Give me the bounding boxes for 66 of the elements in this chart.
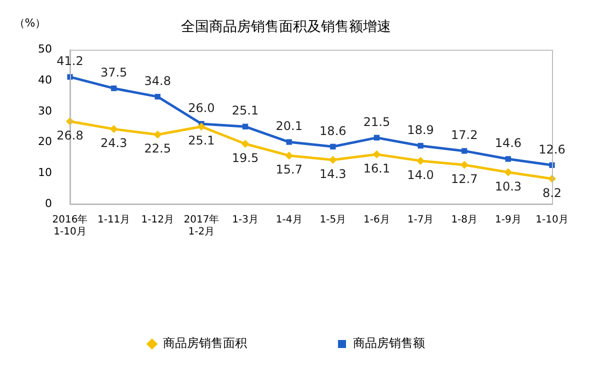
data-label: 19.5 [232, 150, 259, 165]
point [110, 125, 118, 134]
point [505, 156, 512, 162]
y-tick-label: 30 [38, 104, 52, 118]
x-tick-label: 1-8月 [451, 214, 478, 226]
data-label: 37.5 [100, 65, 128, 80]
data-label: 24.3 [100, 136, 128, 150]
x-tick-label: 1-12月 [141, 214, 174, 226]
data-label: 14.0 [407, 168, 434, 182]
data-label: 12.7 [451, 172, 478, 186]
point [67, 74, 73, 80]
data-label: 18.6 [320, 124, 346, 138]
x-tick-label: 1-9月 [495, 214, 522, 226]
point [242, 124, 248, 130]
data-label: 10.3 [494, 179, 522, 194]
x-tick-label: 2017年 1-2月 [184, 214, 220, 238]
point [154, 94, 160, 100]
data-label: 12.6 [538, 142, 566, 156]
point [285, 152, 294, 160]
data-label: 8.2 [542, 186, 562, 200]
point [330, 144, 336, 150]
data-label: 20.1 [276, 119, 302, 134]
y-tick-label: 10 [38, 166, 52, 180]
x-tick-label: 1-11月 [97, 214, 130, 226]
data-label: 14.6 [494, 136, 522, 150]
y-axis-title: （%） [14, 16, 46, 30]
data-label: 14.3 [320, 167, 346, 182]
x-tick-label: 1-6月 [364, 214, 390, 226]
data-label: 26.0 [188, 100, 215, 115]
data-label: 22.5 [144, 142, 171, 156]
point [197, 122, 206, 131]
point [462, 148, 468, 154]
data-label: 26.8 [56, 128, 84, 142]
y-tick-label: 0 [44, 196, 52, 210]
point [504, 168, 512, 176]
data-label: 25.1 [188, 134, 215, 148]
x-tick-label: 1-5月 [320, 214, 346, 226]
legend-label: 商品房销售额 [353, 336, 425, 350]
data-label: 17.2 [451, 128, 478, 142]
data-label: 21.5 [363, 114, 390, 129]
x-tick-label: 1-10月 [536, 214, 568, 226]
point [328, 156, 337, 164]
point [154, 130, 162, 139]
point [460, 160, 468, 169]
point [418, 142, 424, 149]
point [241, 140, 250, 148]
point [110, 86, 117, 92]
chart-title: 全国商品房销售面积及销售额增速 [181, 19, 391, 36]
y-tick-label: 20 [38, 135, 52, 148]
point [416, 156, 425, 165]
x-tick-label: 2016年 1-10月 [52, 214, 88, 238]
point [372, 150, 381, 158]
y-tick-label: 40 [38, 74, 52, 86]
legend-label: 商品房销售面积 [163, 336, 247, 350]
x-tick-label: 1-7月 [407, 214, 434, 226]
data-label: 34.8 [144, 74, 171, 88]
point [374, 134, 380, 141]
y-tick-label: 50 [38, 42, 52, 56]
data-label: 16.1 [363, 161, 390, 176]
data-label: 18.9 [407, 122, 434, 137]
data-label: 41.2 [56, 54, 84, 68]
x-tick-label: 1-3月 [232, 214, 258, 226]
data-label: 15.7 [276, 162, 302, 177]
point [286, 139, 292, 145]
x-tick-label: 1-4月 [276, 214, 302, 226]
data-label: 25.1 [232, 104, 259, 118]
